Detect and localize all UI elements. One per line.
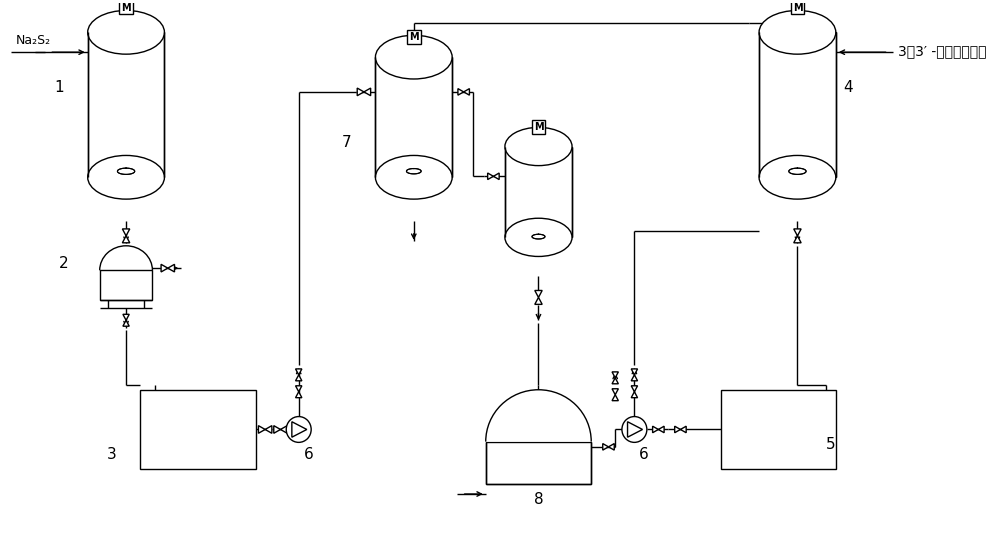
- Text: Na₂S₂: Na₂S₂: [16, 34, 51, 47]
- Polygon shape: [794, 236, 801, 243]
- Polygon shape: [612, 372, 618, 378]
- Bar: [407, 30, 421, 44]
- Text: M: M: [793, 3, 802, 13]
- Ellipse shape: [88, 10, 164, 54]
- Polygon shape: [123, 320, 129, 326]
- Text: M: M: [534, 122, 543, 131]
- Polygon shape: [680, 426, 686, 433]
- Polygon shape: [631, 375, 638, 381]
- Polygon shape: [296, 392, 302, 398]
- Polygon shape: [653, 426, 658, 433]
- Ellipse shape: [375, 35, 452, 79]
- Ellipse shape: [505, 218, 572, 256]
- Polygon shape: [486, 390, 591, 442]
- Polygon shape: [608, 443, 614, 450]
- Bar: [486, 442, 591, 484]
- Ellipse shape: [375, 156, 452, 199]
- Bar: [721, 390, 836, 469]
- Polygon shape: [631, 392, 638, 398]
- Polygon shape: [658, 426, 664, 433]
- Text: 8: 8: [534, 492, 543, 507]
- Bar: [88, 32, 164, 177]
- Bar: [532, 120, 545, 134]
- Polygon shape: [123, 314, 129, 320]
- Polygon shape: [357, 88, 364, 96]
- Polygon shape: [122, 229, 130, 236]
- Text: M: M: [121, 3, 131, 13]
- Polygon shape: [675, 426, 680, 433]
- Polygon shape: [535, 298, 542, 304]
- Bar: [119, 1, 133, 14]
- Text: 2: 2: [59, 256, 69, 271]
- Polygon shape: [265, 426, 272, 433]
- Bar: [791, 1, 804, 14]
- Text: 3: 3: [107, 447, 117, 462]
- Polygon shape: [631, 369, 638, 375]
- Polygon shape: [794, 229, 801, 236]
- Polygon shape: [296, 386, 302, 392]
- Polygon shape: [161, 265, 168, 272]
- Polygon shape: [535, 290, 542, 298]
- Text: 7: 7: [342, 135, 351, 150]
- Text: 5: 5: [826, 437, 836, 452]
- Bar: [140, 390, 256, 469]
- Polygon shape: [464, 89, 469, 95]
- Bar: [505, 146, 572, 238]
- Polygon shape: [274, 426, 280, 433]
- Ellipse shape: [759, 10, 836, 54]
- Polygon shape: [612, 389, 618, 395]
- Polygon shape: [612, 378, 618, 384]
- Text: 6: 6: [304, 447, 313, 462]
- Polygon shape: [488, 173, 493, 179]
- Text: 1: 1: [54, 80, 64, 95]
- Ellipse shape: [505, 128, 572, 166]
- Polygon shape: [603, 443, 608, 450]
- Polygon shape: [631, 386, 638, 392]
- Polygon shape: [296, 369, 302, 375]
- Text: 6: 6: [639, 447, 649, 462]
- Ellipse shape: [759, 156, 836, 199]
- Circle shape: [622, 416, 647, 442]
- Polygon shape: [493, 173, 499, 179]
- Polygon shape: [364, 88, 371, 96]
- Bar: [375, 57, 452, 177]
- Text: M: M: [409, 32, 419, 42]
- Circle shape: [286, 416, 311, 442]
- Text: 4: 4: [843, 80, 853, 95]
- Polygon shape: [458, 89, 464, 95]
- Bar: [100, 271, 152, 300]
- Polygon shape: [168, 265, 175, 272]
- Ellipse shape: [88, 156, 164, 199]
- Bar: [759, 32, 836, 177]
- Text: 3，3′ -二础基二苯睐: 3，3′ -二础基二苯睐: [898, 44, 987, 58]
- Polygon shape: [612, 395, 618, 401]
- Polygon shape: [280, 426, 287, 433]
- Polygon shape: [122, 236, 130, 243]
- Polygon shape: [258, 426, 265, 433]
- Polygon shape: [296, 375, 302, 381]
